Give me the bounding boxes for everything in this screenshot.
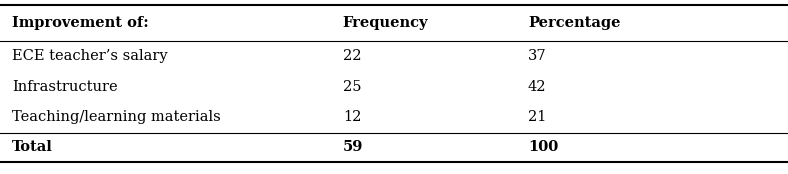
Text: Total: Total [12, 140, 53, 155]
Text: 22: 22 [343, 49, 361, 63]
Text: 37: 37 [528, 49, 547, 63]
Text: 25: 25 [343, 80, 361, 94]
Text: ECE teacher’s salary: ECE teacher’s salary [12, 49, 167, 63]
Text: 59: 59 [343, 140, 363, 155]
Text: 12: 12 [343, 110, 361, 124]
Text: 42: 42 [528, 80, 546, 94]
Text: Frequency: Frequency [343, 16, 429, 30]
Text: 21: 21 [528, 110, 546, 124]
Text: 100: 100 [528, 140, 558, 155]
Text: Percentage: Percentage [528, 16, 620, 30]
Text: Infrastructure: Infrastructure [12, 80, 117, 94]
Text: Improvement of:: Improvement of: [12, 16, 149, 30]
Text: Teaching/learning materials: Teaching/learning materials [12, 110, 221, 124]
